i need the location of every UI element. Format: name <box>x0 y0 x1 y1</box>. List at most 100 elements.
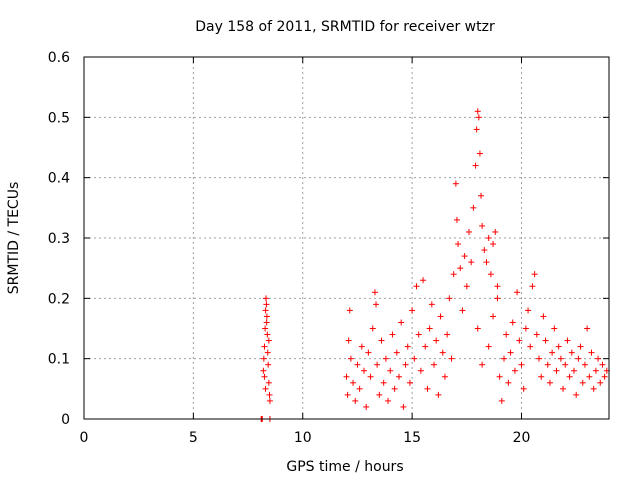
data-point <box>516 337 523 344</box>
data-point <box>420 277 427 284</box>
data-point <box>263 295 269 302</box>
data-point <box>474 325 481 332</box>
data-point <box>346 307 353 314</box>
data-point <box>525 307 532 314</box>
data-point <box>265 337 272 344</box>
data-point <box>566 373 573 380</box>
data-point <box>344 391 351 398</box>
data-point <box>518 361 525 368</box>
chart-title: Day 158 of 2011, SRMTID for receiver wtz… <box>195 19 495 35</box>
data-point <box>437 313 444 320</box>
x-tick-label: 15 <box>403 430 421 446</box>
data-point <box>424 385 431 392</box>
data-point <box>380 379 387 386</box>
data-point <box>592 367 599 374</box>
data-point <box>450 271 457 278</box>
data-point <box>393 349 400 356</box>
data-point <box>262 385 269 392</box>
data-point <box>431 361 437 368</box>
data-point <box>557 355 564 362</box>
data-point <box>347 355 354 362</box>
data-point <box>586 373 593 380</box>
tick-labels: 0 5 10 15 20 0 0.1 0.2 0.3 0.4 0.5 0.6 <box>48 50 531 446</box>
data-point <box>426 325 433 332</box>
axis-ticks <box>83 56 609 420</box>
data-point <box>496 373 503 380</box>
data-point <box>261 343 268 350</box>
data-point <box>536 355 542 362</box>
data-point <box>266 397 273 404</box>
data-point <box>262 307 269 314</box>
y-tick-label: 0.5 <box>48 110 70 126</box>
data-point <box>265 361 272 368</box>
data-point <box>468 259 475 266</box>
data-point <box>463 283 470 290</box>
data-point <box>358 343 365 350</box>
y-axis-title: SRMTID / TECUs <box>6 182 22 295</box>
data-point <box>444 331 451 338</box>
data-point <box>391 385 398 392</box>
data-point <box>540 313 547 320</box>
data-point <box>470 204 477 211</box>
data-point <box>527 343 534 350</box>
data-point <box>461 253 468 260</box>
data-point <box>415 331 422 338</box>
data-point <box>439 349 446 356</box>
data-point <box>546 379 553 386</box>
data-point <box>573 391 580 398</box>
data-point <box>264 349 271 356</box>
data-point <box>588 349 595 356</box>
data-point <box>398 319 405 326</box>
data-point <box>501 355 507 362</box>
data-point <box>473 126 480 133</box>
data-point <box>441 373 448 380</box>
y-tick-label: 0.4 <box>48 171 70 187</box>
data-point <box>262 325 269 332</box>
data-point <box>522 325 529 332</box>
data-point <box>505 379 512 386</box>
data-point <box>385 397 392 404</box>
data-point <box>417 367 424 374</box>
data-point <box>263 313 270 320</box>
data-point <box>529 283 536 290</box>
data-point <box>406 379 413 386</box>
data-point <box>452 180 459 187</box>
data-point <box>263 319 270 326</box>
data-point <box>597 379 604 386</box>
data-point <box>453 216 460 223</box>
data-point <box>367 373 374 380</box>
y-tick-label: 0.1 <box>48 352 70 368</box>
data-point <box>553 367 560 374</box>
data-point <box>492 228 499 235</box>
data-point <box>498 397 505 404</box>
data-point <box>474 108 481 115</box>
data-point <box>562 361 569 368</box>
data-point <box>371 289 378 296</box>
data-point <box>457 265 464 272</box>
data-point <box>373 301 380 308</box>
data-point <box>478 192 485 199</box>
x-tick-label: 0 <box>80 430 89 446</box>
data-point <box>555 343 562 350</box>
data-point <box>514 289 521 296</box>
data-point <box>404 343 411 350</box>
data-point <box>601 373 608 380</box>
data-point <box>579 379 586 386</box>
data-point <box>387 367 394 374</box>
data-point <box>400 403 407 410</box>
data-point <box>261 373 268 380</box>
data-point <box>503 331 510 338</box>
x-axis-title: GPS time / hours <box>286 459 403 475</box>
data-point <box>483 259 490 266</box>
data-point <box>396 373 402 380</box>
data-point <box>560 385 567 392</box>
data-point <box>369 325 376 332</box>
data-point <box>435 391 442 398</box>
data-point <box>590 385 597 392</box>
data-point <box>581 361 588 368</box>
data-point <box>485 235 492 241</box>
data-point <box>343 373 350 380</box>
data-point <box>476 150 483 157</box>
data-points <box>258 108 610 422</box>
